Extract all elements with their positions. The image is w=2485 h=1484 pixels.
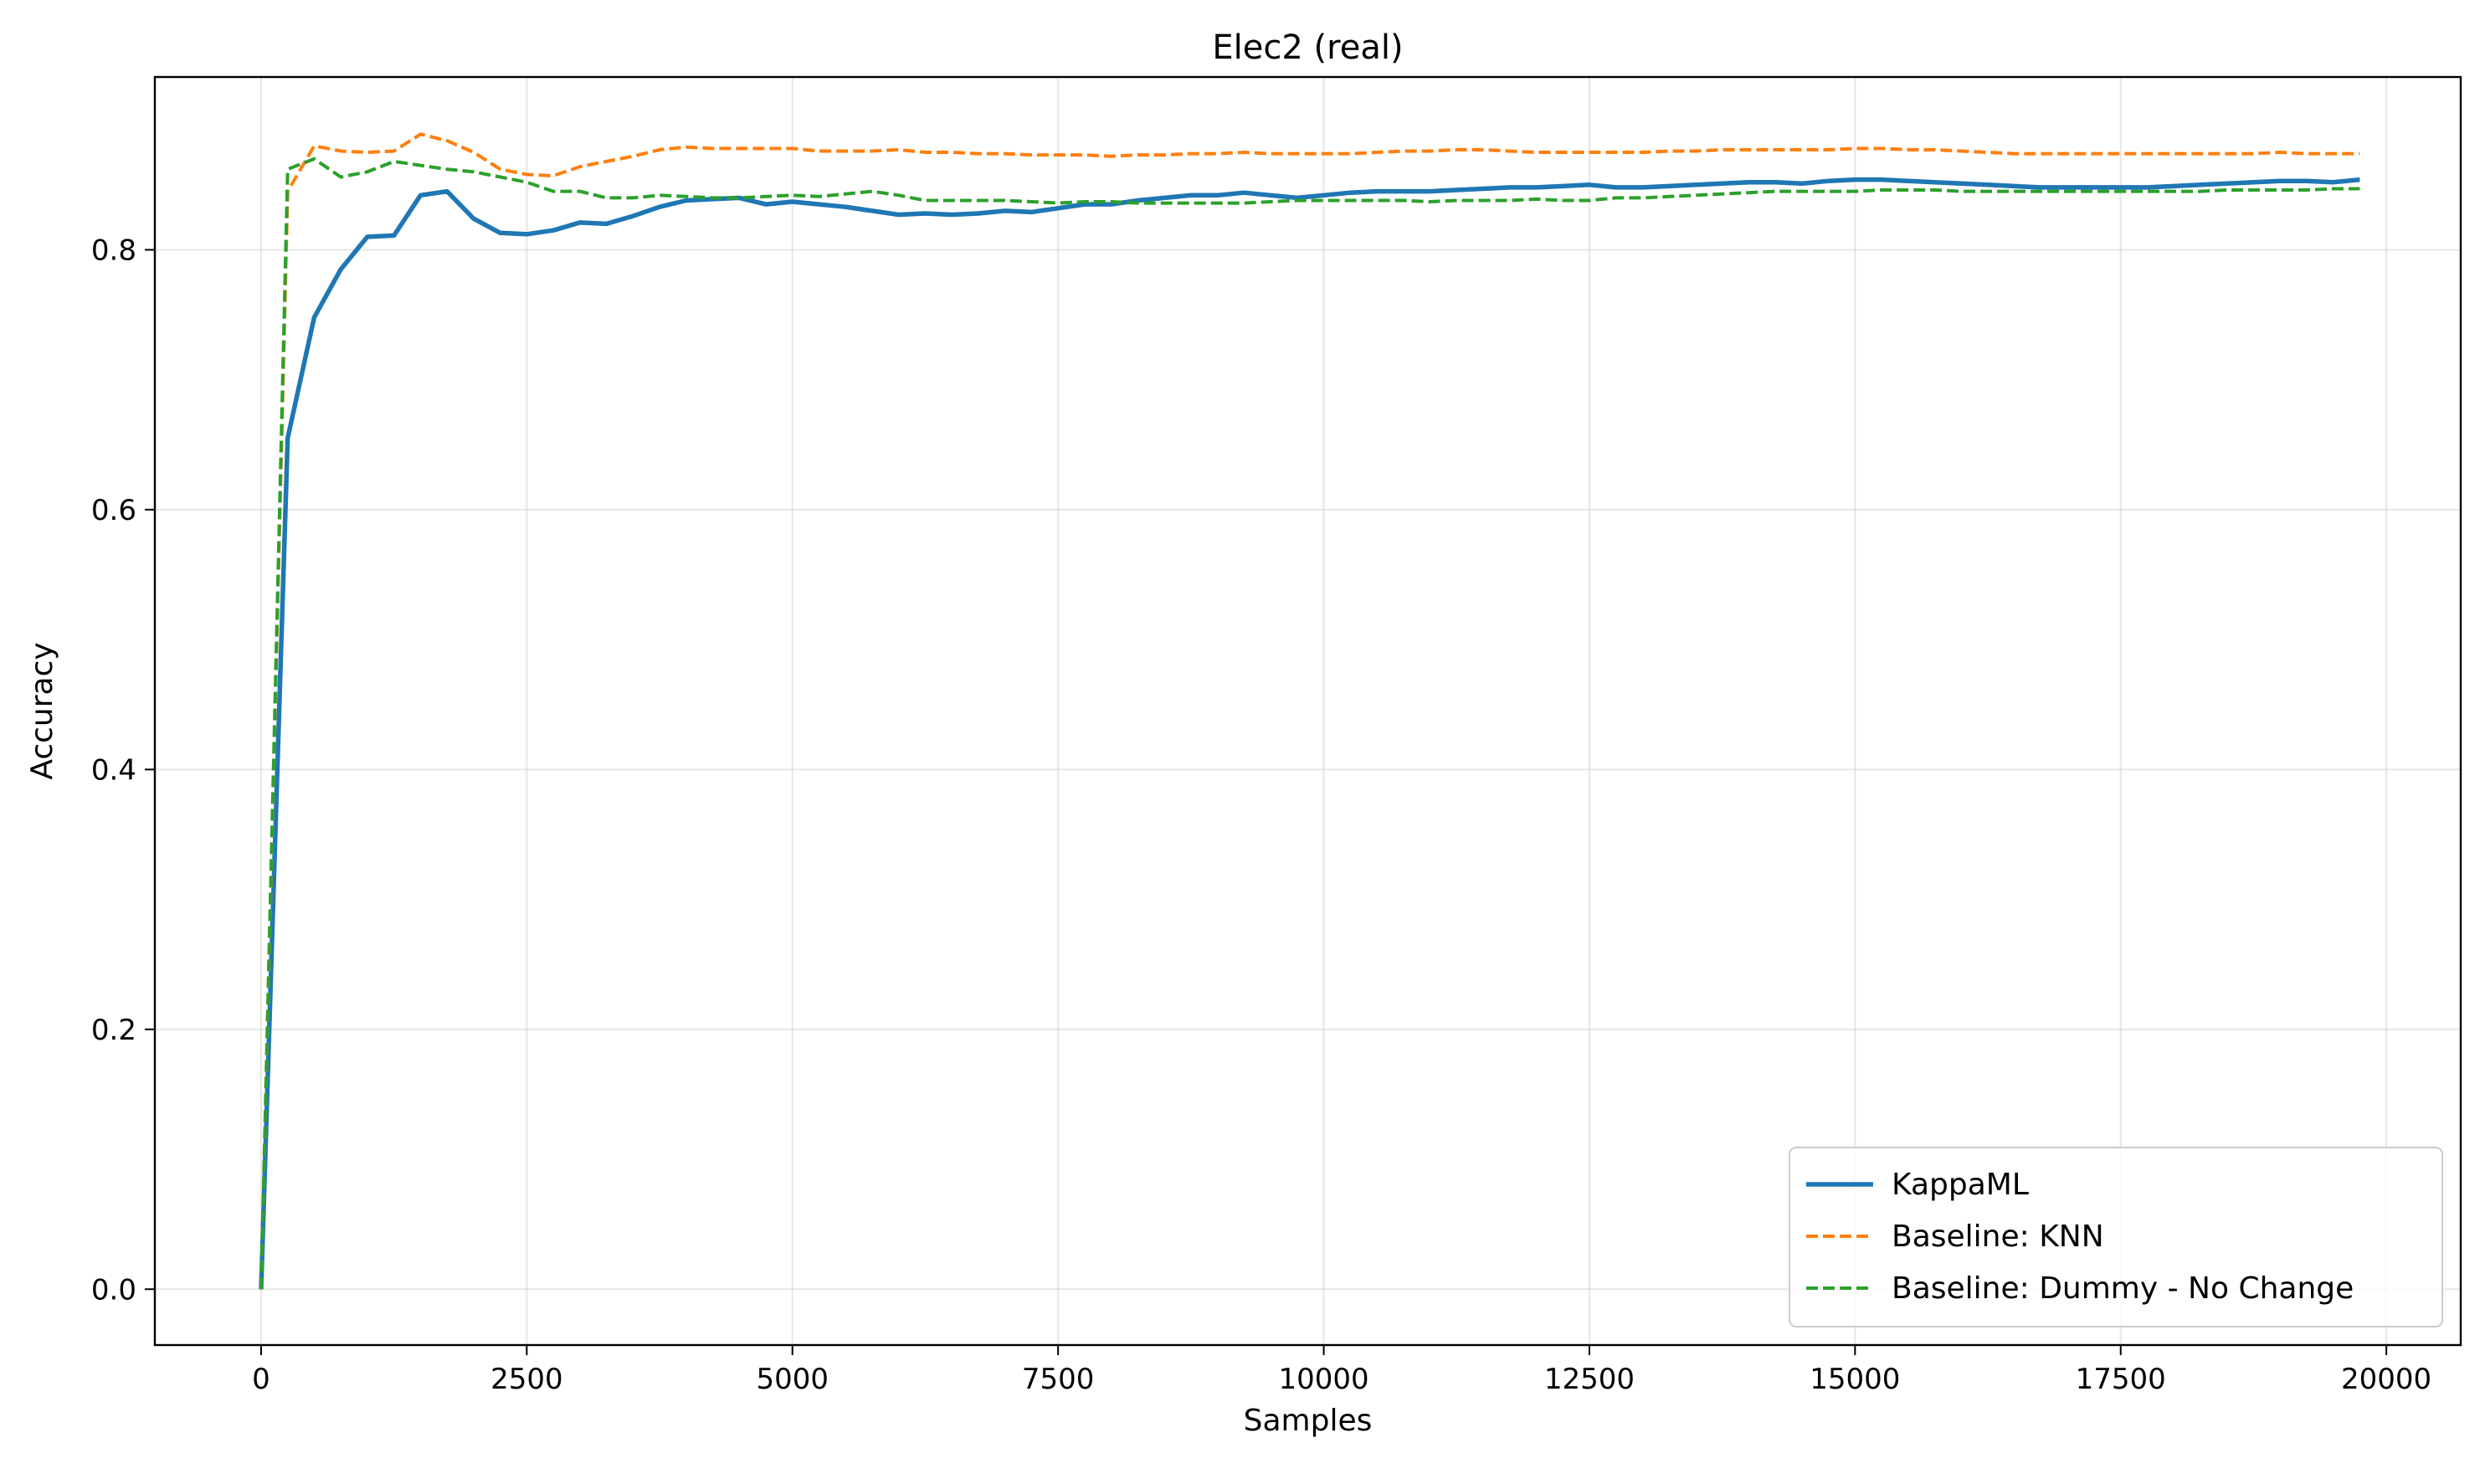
y-axis-ticks: 0.0 0.2 0.4 0.6 0.8 (91, 234, 155, 1307)
x-tick-label: 12500 (1544, 1363, 1635, 1396)
series-line-2 (259, 157, 2360, 1290)
y-tick-label: 0.2 (91, 1014, 136, 1047)
series-line-0 (259, 177, 2360, 1290)
x-tick-label: 5000 (756, 1363, 829, 1396)
x-tick-label: 20000 (2341, 1363, 2431, 1396)
legend: KappaML Baseline: KNN Baseline: Dummy - No… (1789, 1147, 2443, 1327)
y-tick-label: 0.6 (91, 494, 136, 527)
chart-title: Elec2 (real) (1212, 28, 1403, 67)
x-axis-ticks: 0 2500 5000 7500 10000 12500 15000 17500 20000 (252, 1345, 2431, 1396)
y-axis-label: Accuracy (25, 642, 59, 779)
y-tick-label: 0.0 (91, 1273, 136, 1307)
legend-label: Baseline: Dummy - No Change (1892, 1271, 2354, 1306)
series-lines (259, 132, 2360, 1290)
series-line-1 (259, 132, 2360, 1290)
y-tick-label: 0.4 (91, 753, 136, 787)
plot-frame (153, 75, 2462, 1347)
x-tick-label: 2500 (490, 1363, 563, 1396)
x-tick-label: 17500 (2076, 1363, 2166, 1396)
x-tick-label: 7500 (1022, 1363, 1095, 1396)
legend-box (1789, 1147, 2443, 1327)
legend-label: KappaML (1892, 1168, 2029, 1202)
x-tick-label: 0 (252, 1363, 270, 1396)
x-tick-label: 15000 (1810, 1363, 1900, 1396)
legend-label: Baseline: KNN (1892, 1220, 2104, 1254)
y-tick-label: 0.8 (91, 234, 136, 267)
x-axis-label: Samples (1244, 1404, 1373, 1438)
x-tick-label: 10000 (1278, 1363, 1368, 1396)
